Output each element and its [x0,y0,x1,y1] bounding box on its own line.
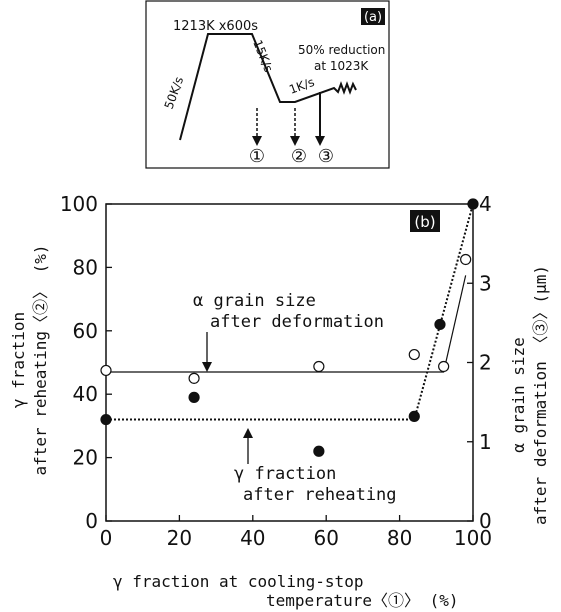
grain-size-point [188,372,200,384]
marker-1: ① [249,146,265,167]
grain-size-point [438,360,450,373]
y-left-tick-label: 20 [73,446,98,470]
schedule-line [179,33,357,141]
fraction-point [408,410,420,422]
grain-annotation-line2: after deformation [210,312,384,332]
y-right-tick-label: 4 [479,192,492,216]
y-right-tick-label: 2 [479,351,492,375]
panel-a-frame [145,0,390,169]
panel-b: (b) 0 20 40 60 80 100 0 20 40 60 80 100 0 1 2 3 4 α gr… [9,192,550,610]
grain-size-point [408,348,420,361]
deform-label-2: at 1023K [314,59,369,73]
y-right-label-line1: α grain size [509,337,528,453]
x-tick-label: 100 [454,526,492,550]
panel-b-tag: (b) [414,213,435,231]
fraction-point [467,198,479,210]
panel-a-tag-box [361,8,385,25]
y-left-tick-label: 80 [73,255,98,279]
panel-b-tag-box [410,210,440,232]
marker-3: ③ [318,146,334,167]
grain-annotation-line1: α grain size [193,291,316,311]
y-left-tick-label: 100 [60,192,98,216]
grain-size-point [460,253,472,266]
y-right-axis-ticks: 0 1 2 3 4 [467,192,492,533]
y-left-tick-label: 60 [73,319,98,343]
fraction-annotation-line2: after reheating [243,485,397,505]
marker-2: ② [291,146,307,167]
data-points [100,198,479,457]
panel-a: 1213K x600s 50K/s 15K/s 1K/s 50% reducti… [145,0,390,169]
hold-label: 1213K x600s [173,19,258,34]
x-axis-ticks: 0 20 40 60 80 100 [100,515,492,550]
x-tick-label: 60 [313,526,338,550]
fraction-point [313,445,325,457]
grain-size-point [100,364,112,377]
grain-size-point [313,360,325,373]
fraction-annotation-line1: γ fraction [234,464,336,484]
heat-rate-label: 50K/s [162,75,187,111]
x-tick-label: 20 [167,526,192,550]
reheat-rate-label: 1K/s [287,75,316,97]
y-right-tick-label: 3 [479,271,492,295]
y-left-tick-label: 40 [73,382,98,406]
fraction-point [434,318,446,331]
y-right-label-line2: after deformation 〈③〉(μm) [531,265,550,525]
x-tick-label: 0 [100,526,113,550]
y-left-tick-label: 0 [85,509,98,533]
cool-rate-label: 15K/s [250,38,276,74]
deform-label-1: 50% reduction [298,43,385,57]
x-tick-label: 40 [240,526,265,550]
y-left-axis-ticks: 0 20 40 60 80 100 [60,192,112,533]
x-label-line2: temperature〈①〉 (%) [266,591,459,610]
y-right-tick-label: 1 [479,430,492,454]
x-tick-label: 80 [387,526,412,550]
y-left-label-line2: after reheating〈②〉 (%) [31,244,50,475]
y-left-label-line1: γ fraction [9,312,28,408]
fraction-point [188,391,200,403]
panel-a-tag: (a) [364,10,382,25]
sampling-arrows [256,92,321,138]
y-right-tick-label: 0 [479,509,492,533]
fraction-point [100,413,112,426]
arrow-heads [252,136,325,146]
grain-annotation-arrowhead [202,362,212,372]
fraction-annotation-arrowhead [243,428,253,438]
x-label-line1: γ fraction at cooling-stop [113,572,363,591]
